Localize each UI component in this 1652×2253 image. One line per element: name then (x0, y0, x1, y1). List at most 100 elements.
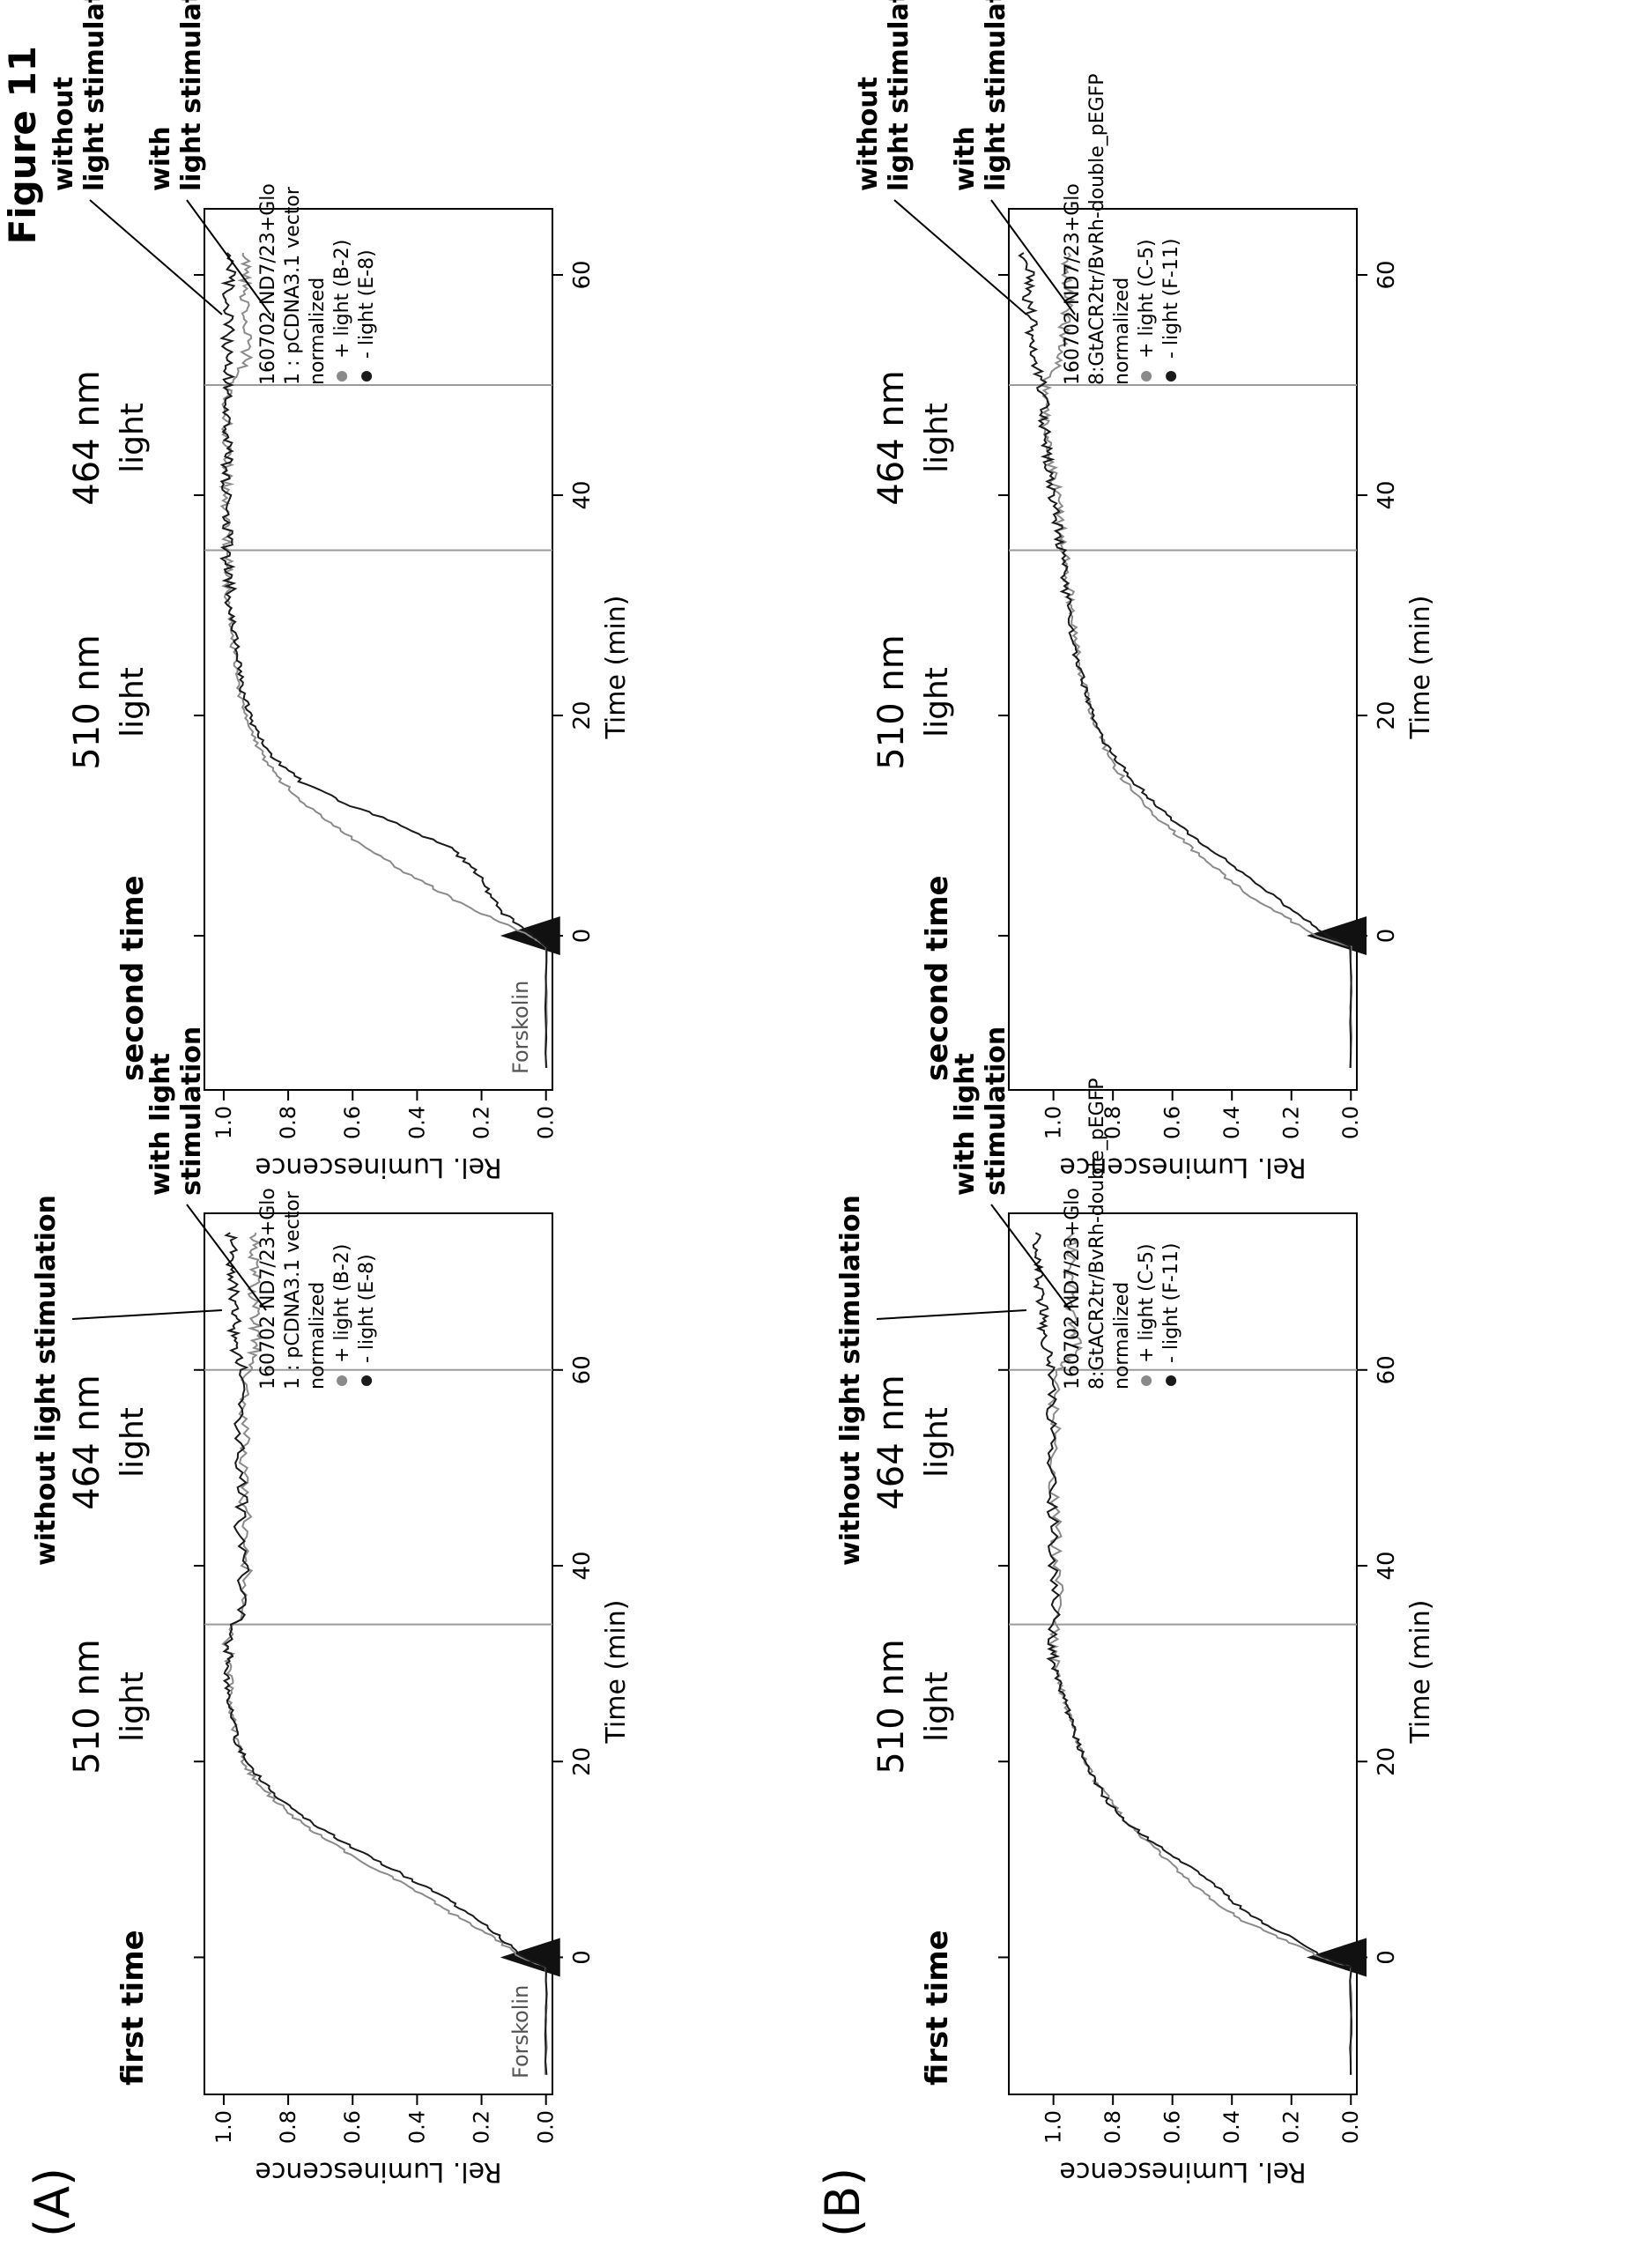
figure-title: Figure 11 (1, 46, 44, 244)
session-label: second time (920, 875, 955, 1081)
x-tick-label: 20 (1374, 1747, 1400, 1776)
series-line-minus-light (222, 1232, 548, 2075)
legend: 160702 ND7/23+Glo 1 : pCDNA3.1 vector norm… (257, 183, 378, 385)
y-tick-label: 0.4 (404, 2110, 429, 2144)
annotation-with-1: with (145, 126, 176, 191)
arrow-without-line (71, 1309, 223, 1320)
x-axis-label: Time (min) (1405, 1600, 1436, 1745)
forskolin-arrowhead (1306, 916, 1367, 955)
y-tick-label: 0.2 (470, 1106, 494, 1139)
annotation-without-2: light stimulation (884, 0, 915, 191)
chart-b-second: 0.0 0.2 0.4 0.6 0.8 1.0 0 20 40 60 Time (min) Rel. … (853, 0, 1436, 1182)
y-axis-label: Rel. Luminescence (1059, 1152, 1306, 1182)
x-tick-label: 40 (1374, 1551, 1400, 1580)
session-label: first time (115, 1930, 151, 2086)
y-tick-label: 0.8 (276, 1106, 300, 1139)
legend-marker-minus (1166, 1375, 1177, 1386)
arrow-with-line (990, 199, 1076, 315)
forskolin-label: Forskolin (508, 981, 533, 1074)
legend-text: - light (E-8) (356, 249, 378, 359)
panel-label-a: (A) (25, 2168, 80, 2237)
y-tick-label: 1.0 (1041, 1106, 1066, 1139)
y-tick-label: 1.0 (211, 1106, 236, 1139)
y-tick-label: 0.0 (534, 2110, 559, 2144)
legend-text: 160702 ND7/23+Glo (257, 183, 279, 385)
arrow-with-line (990, 1204, 1071, 1311)
x-tick-label: 60 (569, 260, 596, 289)
x-tick-label: 0 (569, 1950, 596, 1965)
annotation-with-1: with (950, 126, 981, 191)
x-tick-label: 40 (1374, 480, 1400, 509)
legend-text: - light (F-11) (1160, 239, 1182, 359)
chart-a-first: 0.0 0.2 0.4 0.6 0.8 1.0 0 20 40 60 Time (min) Rel. … (31, 1026, 632, 2187)
legend-text: + light (B-2) (331, 240, 353, 359)
x-tick-label: 40 (569, 1551, 596, 1580)
light-464-label: 464 nm (871, 370, 912, 505)
light-510-word: light (115, 667, 151, 737)
y-tick-label: 0.0 (1338, 2110, 1363, 2144)
series-line-minus-light (1018, 252, 1352, 1069)
light-510-word: light (115, 1671, 151, 1742)
light-510-label: 510 nm (67, 634, 107, 769)
plot-frame (1008, 1212, 1358, 2095)
x-axis-label: Time (min) (1405, 596, 1436, 740)
light-510-label: 510 nm (871, 1639, 912, 1774)
x-tick-label: 0 (1374, 1950, 1400, 1965)
chart-panels: 0.0 0.2 0.4 0.6 0.8 1.0 0 20 40 60 Time (min) Rel. … (31, 0, 1436, 2187)
session-label: second time (115, 875, 151, 1081)
y-tick-label: 0.4 (404, 1106, 429, 1139)
x-tick-label: 20 (1374, 700, 1400, 730)
legend-text: 1 : pCDNA3.1 vector (282, 1190, 304, 1390)
y-tick-label: 0.6 (1160, 2110, 1185, 2144)
x-tick-label: 60 (569, 1355, 596, 1384)
y-tick-label: 0.2 (470, 2110, 494, 2144)
y-tick-label: 0.8 (276, 2110, 300, 2144)
legend-text: - light (E-8) (356, 1254, 378, 1363)
x-tick-label: 20 (569, 700, 596, 730)
legend-text: + light (B-2) (331, 1244, 353, 1363)
x-axis-label: Time (min) (601, 1600, 632, 1745)
annotation-with-2: light stimulation (176, 0, 207, 191)
legend: 160702 ND7/23+Glo 8:GtACR2tr/BvRh-double_… (1062, 1078, 1182, 1390)
legend: 160702 ND7/23+Glo 8:GtACR2tr/BvRh-double_… (1062, 73, 1182, 385)
light-510-word: light (919, 667, 955, 737)
legend-text: 8:GtACR2tr/BvRh-double_pEGFP (1086, 73, 1108, 385)
forskolin-arrowhead (1306, 1938, 1367, 1977)
y-axis-label: Rel. Luminescence (255, 1152, 501, 1182)
arrow-with-line (186, 199, 271, 315)
x-tick-label: 0 (1374, 929, 1400, 944)
y-tick-label: 1.0 (211, 2110, 236, 2144)
forskolin-label: Forskolin (508, 1985, 533, 2079)
legend-marker-minus (1166, 371, 1177, 382)
y-tick-label: 0.0 (534, 1106, 559, 1139)
legend: 160702 ND7/23+Glo 1 : pCDNA3.1 vector norm… (257, 1188, 378, 1390)
legend-text: normalized (1111, 1282, 1133, 1390)
annotation-with-1: with light (145, 1053, 176, 1196)
series-line-minus-light (1032, 1232, 1353, 2075)
light-510-label: 510 nm (871, 634, 912, 769)
annotation-without-2: light stimulation (79, 0, 110, 191)
light-464-label: 464 nm (871, 1375, 912, 1509)
x-tick-label: 40 (569, 480, 596, 509)
annotation-with-2: light stimulation (981, 0, 1011, 191)
legend-marker-minus (361, 371, 373, 382)
y-tick-label: 0.2 (1279, 2110, 1304, 2144)
chart-a-second: 0.0 0.2 0.4 0.6 0.8 1.0 0 20 40 60 Time (min) Rel. … (48, 0, 632, 1182)
y-axis-label: Rel. Luminescence (1059, 2156, 1306, 2187)
arrow-without-line (89, 199, 223, 315)
x-tick-label: 60 (1374, 260, 1400, 289)
arrow-with-line (186, 1204, 267, 1311)
legend-text: normalized (1111, 278, 1133, 385)
legend-marker-plus (1141, 371, 1152, 382)
legend-marker-plus (337, 371, 348, 382)
x-tick-label: 0 (569, 929, 596, 944)
legend-text: - light (F-11) (1160, 1243, 1182, 1363)
session-label: first time (920, 1930, 955, 2086)
light-464-label: 464 nm (67, 1375, 107, 1509)
x-axis-label: Time (min) (601, 596, 632, 740)
legend-text: + light (C-5) (1136, 1243, 1158, 1363)
annotation-with-2: stimulation (176, 1026, 207, 1196)
legend-text: + light (C-5) (1136, 239, 1158, 359)
series-line-plus-light (219, 252, 548, 1069)
series-line-plus-light (221, 1232, 548, 2075)
